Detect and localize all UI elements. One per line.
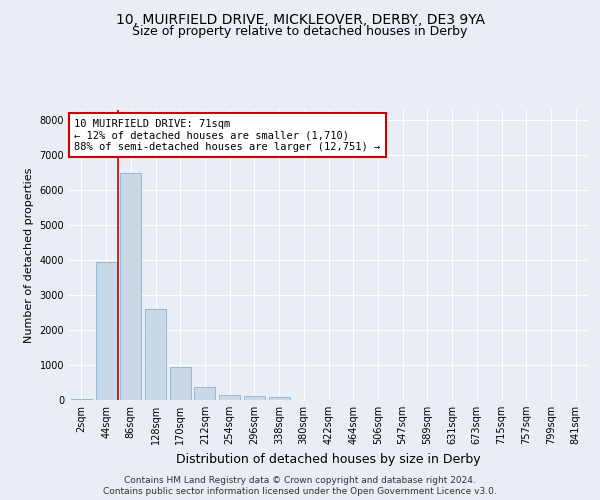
Bar — [170, 367, 191, 400]
Text: 10, MUIRFIELD DRIVE, MICKLEOVER, DERBY, DE3 9YA: 10, MUIRFIELD DRIVE, MICKLEOVER, DERBY, … — [115, 12, 485, 26]
X-axis label: Distribution of detached houses by size in Derby: Distribution of detached houses by size … — [176, 452, 481, 466]
Bar — [120, 173, 141, 400]
Text: 10 MUIRFIELD DRIVE: 71sqm
← 12% of detached houses are smaller (1,710)
88% of se: 10 MUIRFIELD DRIVE: 71sqm ← 12% of detac… — [74, 118, 380, 152]
Bar — [269, 397, 290, 400]
Bar — [219, 395, 240, 400]
Bar — [145, 309, 166, 400]
Text: Contains HM Land Registry data © Crown copyright and database right 2024.: Contains HM Land Registry data © Crown c… — [124, 476, 476, 485]
Text: Size of property relative to detached houses in Derby: Size of property relative to detached ho… — [133, 25, 467, 38]
Bar — [194, 386, 215, 400]
Bar — [244, 396, 265, 400]
Bar — [71, 399, 92, 400]
Bar — [95, 262, 116, 400]
Y-axis label: Number of detached properties: Number of detached properties — [24, 168, 34, 342]
Text: Contains public sector information licensed under the Open Government Licence v3: Contains public sector information licen… — [103, 487, 497, 496]
